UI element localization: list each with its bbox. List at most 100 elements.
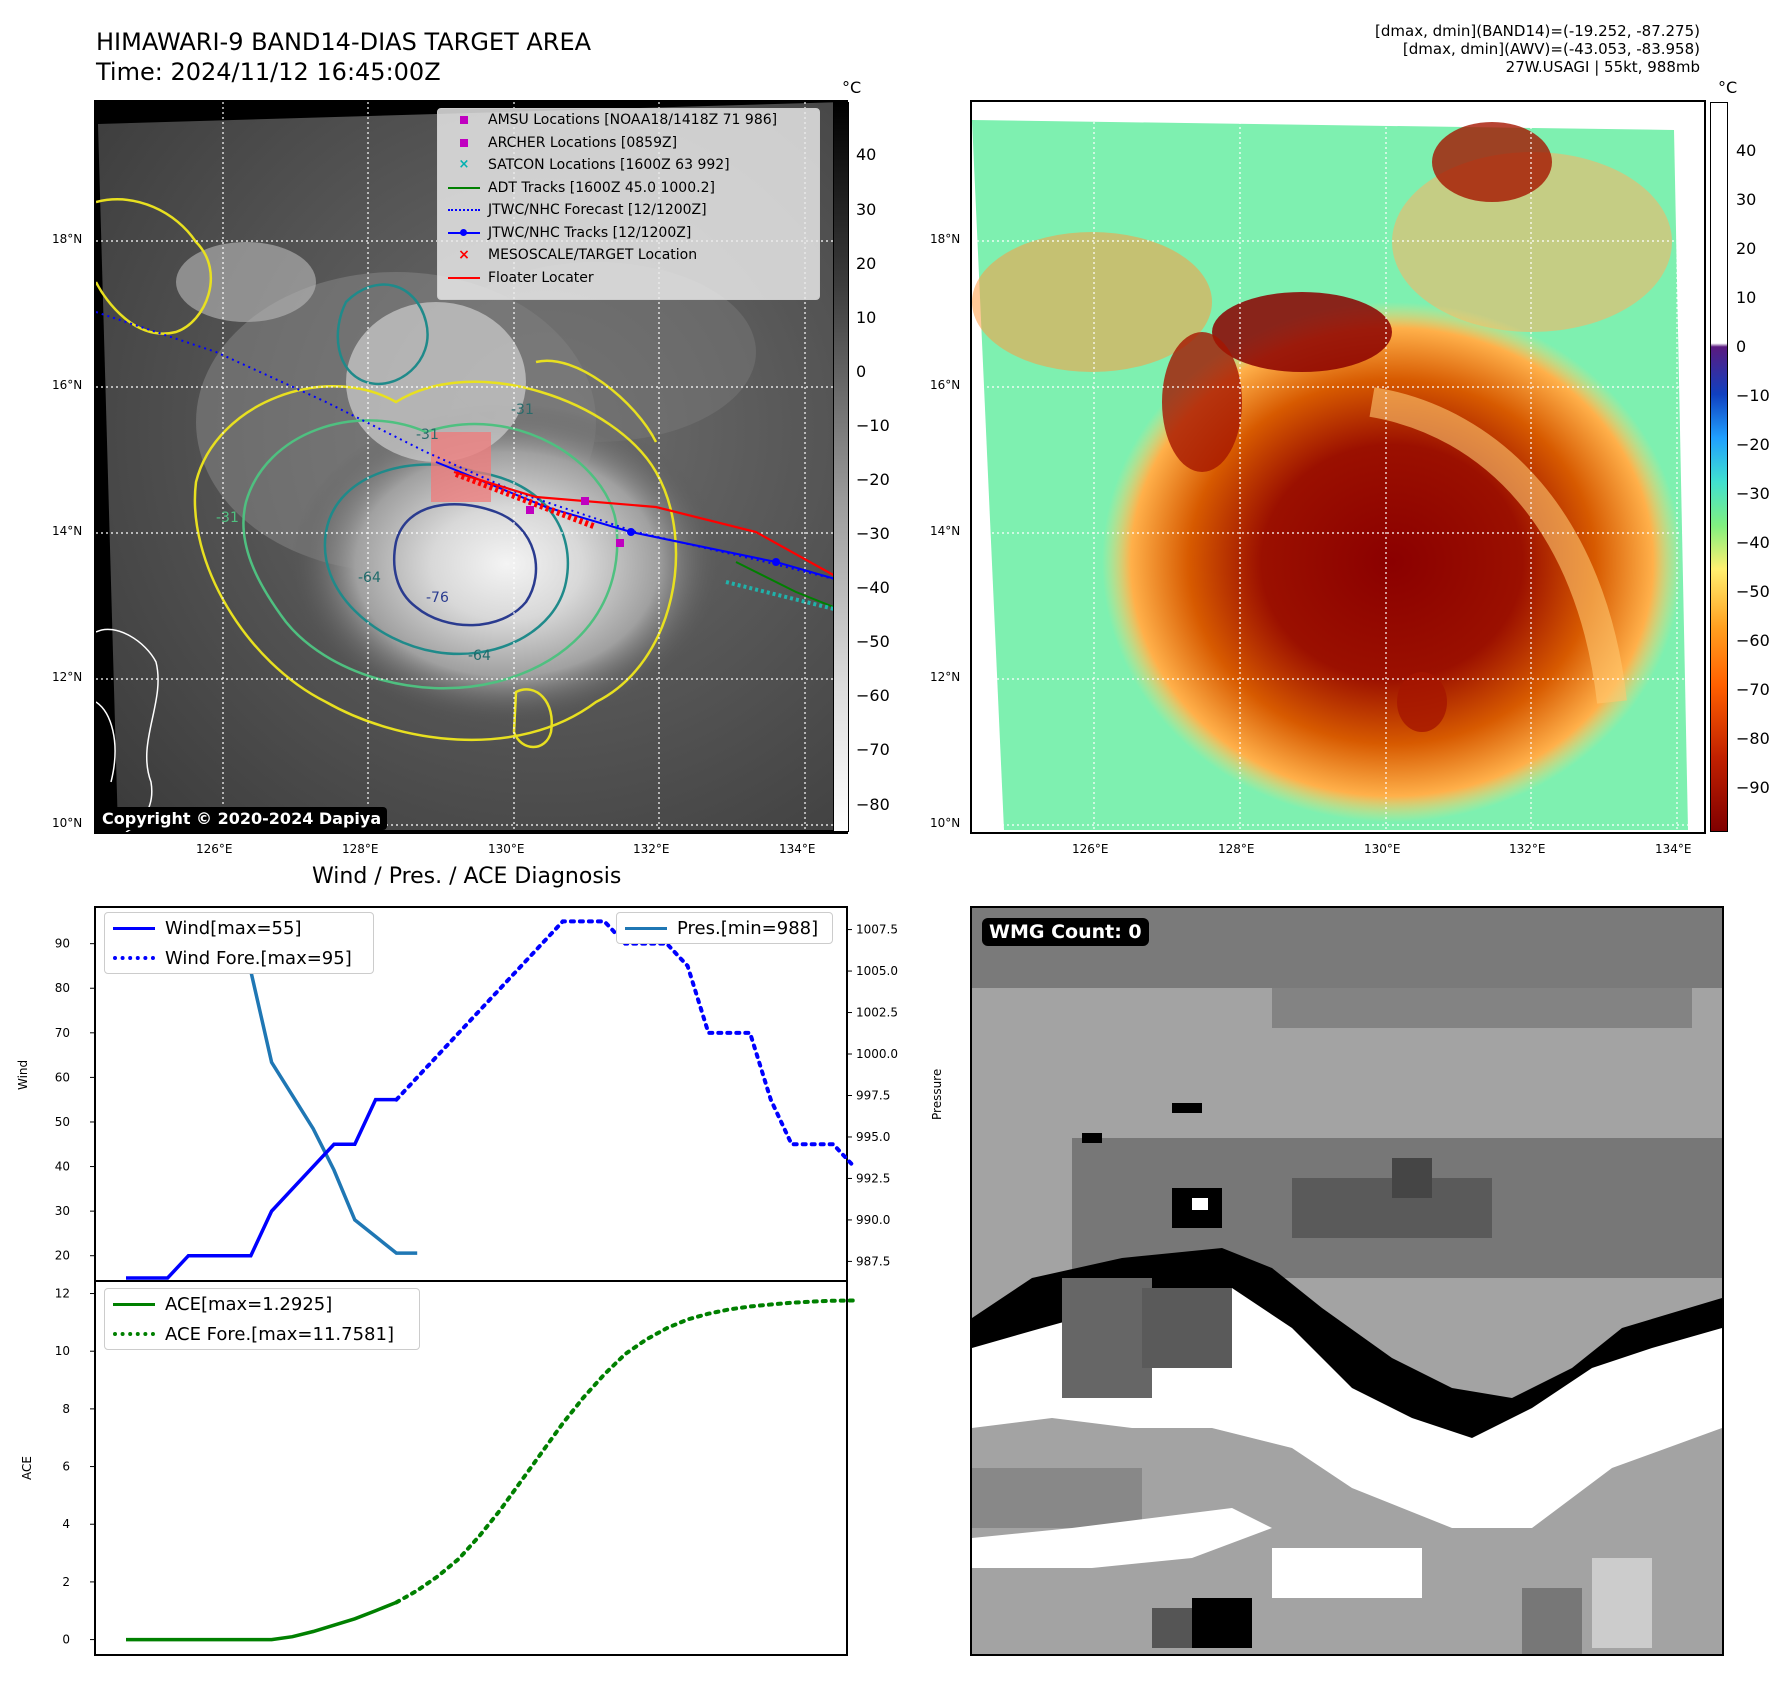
wind-legend: Wind[max=55] Wind Fore.[max=95] <box>104 912 374 974</box>
wind-line <box>126 1097 397 1280</box>
storm-cloud-mass <box>226 332 766 732</box>
wv-colorbar-unit: °C <box>1718 78 1738 97</box>
contour-coldest <box>392 502 538 627</box>
wv-colorbar-tick: 10 <box>1736 288 1757 307</box>
pressure-axis-label: Pressure <box>930 1068 944 1120</box>
contour-cold <box>323 463 570 656</box>
contour-label: -31 <box>511 402 534 418</box>
ir-colorbar-tick: −40 <box>856 578 890 597</box>
lon-label: 132°E <box>633 842 670 856</box>
ir-colorbar-tick: −50 <box>856 632 890 651</box>
adt-track <box>735 561 846 613</box>
ace-tick-label: 12 <box>55 1287 70 1301</box>
legend-item-pressure: Pres.[min=988] <box>617 913 832 943</box>
figure-time: Time: 2024/11/12 16:45:00Z <box>96 58 441 86</box>
wv-colorbar-tick: −20 <box>1736 435 1770 454</box>
legend-label: ARCHER Locations [0859Z] <box>488 134 678 151</box>
wv-colorbar-tick: −50 <box>1736 582 1770 601</box>
legend-item-ace-forecast: ACE Fore.[max=11.7581] <box>105 1319 419 1349</box>
wv-colorbar-tick: −40 <box>1736 533 1770 552</box>
lon-label: 126°E <box>1072 842 1109 856</box>
wv-colorbar-tick: 30 <box>1736 190 1757 209</box>
wv-map-panel <box>970 100 1706 834</box>
pressure-tick-label: 990.0 <box>856 1213 890 1227</box>
pressure-tick-label: 997.5 <box>856 1088 890 1102</box>
pressure-tick-label: 1007.5 <box>856 923 898 937</box>
contour-label: -64 <box>358 570 381 586</box>
info-awv: [dmax, dmin](AWV)=(-43.053, -83.958) <box>1402 40 1700 58</box>
wv-colorbar-tick: −60 <box>1736 631 1770 650</box>
wv-storm <box>1102 302 1682 822</box>
wv-colorbar-tick: −70 <box>1736 680 1770 699</box>
ir-colorbar-tick: 10 <box>856 308 877 327</box>
ir-colorbar-unit: °C <box>842 78 862 97</box>
pressure-tick-label: 995.0 <box>856 1130 890 1144</box>
lon-label: 130°E <box>1364 842 1401 856</box>
ir-colorbar-tick: −10 <box>856 416 890 435</box>
legend-label: JTWC/NHC Tracks [12/1200Z] <box>488 224 692 241</box>
pressure-legend: Pres.[min=988] <box>616 912 833 944</box>
pressure-tick-label: 1000.0 <box>856 1047 898 1061</box>
wind-axis-label: Wind <box>16 1059 30 1090</box>
info-band14: [dmax, dmin](BAND14)=(-19.252, -87.275) <box>1375 22 1700 40</box>
pressure-tick-label: 1005.0 <box>856 964 898 978</box>
wv-colorbar-tick: −10 <box>1736 386 1770 405</box>
ir-colorbar-tick: −60 <box>856 686 890 705</box>
wv-colorbar-tick: 0 <box>1736 337 1747 356</box>
legend-item-jtwc-forecast: JTWC/NHC Forecast [12/1200Z] <box>438 199 819 222</box>
floater-track <box>453 470 846 583</box>
wind-tick-label: 50 <box>55 1115 70 1129</box>
contour-warm <box>193 380 678 742</box>
ir-map-panel: -31 -31 -64 -76 -64 -31 Copyright © 2020… <box>94 100 848 834</box>
contour-label: -76 <box>426 590 449 606</box>
legend-label: AMSU Locations [NOAA18/1418Z 71 986] <box>488 112 778 129</box>
lat-label: 12°N <box>930 670 961 684</box>
copyright-badge: Copyright © 2020-2024 Dapiya <box>96 807 388 830</box>
diagnosis-title: Wind / Pres. / ACE Diagnosis <box>312 864 622 889</box>
lat-label: 10°N <box>930 816 961 830</box>
contour-label: -31 <box>416 427 439 443</box>
wv-colorbar-tick: −80 <box>1736 729 1770 748</box>
ace-line <box>126 1600 398 1642</box>
wmg-panel: WMG Count: 0 <box>970 906 1724 1656</box>
ir-colorbar-tick: 30 <box>856 200 877 219</box>
wmg-count-badge: WMG Count: 0 <box>982 918 1149 946</box>
legend-item-archer: ARCHER Locations [0859Z] <box>438 132 819 155</box>
lat-label: 14°N <box>930 524 961 538</box>
legend-item-satcon: × SATCON Locations [1600Z 63 992] <box>458 157 730 174</box>
subplot-divider <box>94 1280 848 1282</box>
pressure-tick-label: 1002.5 <box>856 1006 898 1020</box>
wmg-image <box>972 908 1722 1654</box>
contour-mid <box>242 419 619 690</box>
legend-item-wind: Wind[max=55] <box>105 913 373 943</box>
ace-legend: ACE[max=1.2925] ACE Fore.[max=11.7581] <box>104 1288 420 1350</box>
wind-tick-label: 80 <box>55 981 70 995</box>
legend-label: JTWC/NHC Forecast [12/1200Z] <box>488 202 707 219</box>
wind-forecast-line <box>394 919 856 1169</box>
pressure-tick-label: 987.5 <box>856 1254 890 1268</box>
legend-item-floater: Floater Locater <box>438 267 819 290</box>
legend-item-adt: ADT Tracks [1600Z 45.0 1000.2] <box>438 177 819 200</box>
info-storm: 27W.USAGI | 55kt, 988mb <box>1505 58 1700 76</box>
legend-label: ACE[max=1.2925] <box>165 1293 333 1315</box>
ir-colorbar-tick: 40 <box>856 145 877 164</box>
wind-tick-label: 60 <box>55 1070 70 1084</box>
legend-item-jtwc-tracks: JTWC/NHC Tracks [12/1200Z] <box>438 222 819 245</box>
ir-colorbar-tick: −30 <box>856 524 890 543</box>
archer-location <box>616 539 624 547</box>
legend-label: Floater Locater <box>488 269 594 286</box>
legend-label: MESOSCALE/TARGET Location <box>488 247 698 264</box>
ace-axis-label: ACE <box>20 1456 34 1480</box>
lat-label: 10°N <box>52 816 83 830</box>
lat-label: 18°N <box>52 232 83 246</box>
ace-tick-label: 4 <box>62 1517 70 1531</box>
wv-colorbar-tick: 20 <box>1736 239 1757 258</box>
legend-label: ADT Tracks [1600Z 45.0 1000.2] <box>488 179 715 196</box>
lat-label: 16°N <box>930 378 961 392</box>
wv-gridlines <box>972 102 1704 832</box>
wind-tick-label: 20 <box>55 1249 70 1263</box>
wind-tick-label: 90 <box>55 937 70 951</box>
legend-item-mesoscale: × MESOSCALE/TARGET Location <box>458 247 698 264</box>
lon-label: 134°E <box>779 842 816 856</box>
